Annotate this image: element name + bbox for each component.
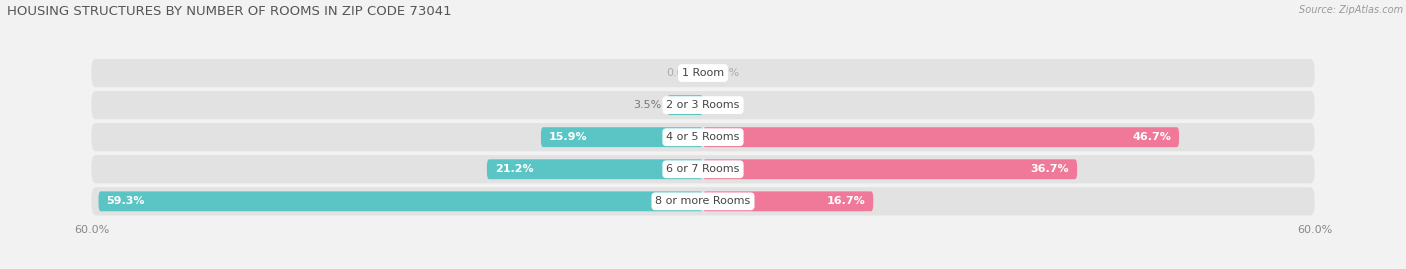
- FancyBboxPatch shape: [486, 159, 703, 179]
- Text: 21.2%: 21.2%: [495, 164, 534, 174]
- Text: Source: ZipAtlas.com: Source: ZipAtlas.com: [1299, 5, 1403, 15]
- Text: 15.9%: 15.9%: [550, 132, 588, 142]
- FancyBboxPatch shape: [91, 155, 1315, 183]
- Text: 4 or 5 Rooms: 4 or 5 Rooms: [666, 132, 740, 142]
- Text: 36.7%: 36.7%: [1031, 164, 1069, 174]
- FancyBboxPatch shape: [668, 95, 703, 115]
- FancyBboxPatch shape: [91, 91, 1315, 119]
- FancyBboxPatch shape: [541, 127, 703, 147]
- Text: 8 or more Rooms: 8 or more Rooms: [655, 196, 751, 206]
- Text: 3.5%: 3.5%: [633, 100, 661, 110]
- FancyBboxPatch shape: [91, 59, 1315, 87]
- FancyBboxPatch shape: [98, 192, 703, 211]
- Text: 0.0%: 0.0%: [711, 68, 740, 78]
- Text: 2 or 3 Rooms: 2 or 3 Rooms: [666, 100, 740, 110]
- Text: 16.7%: 16.7%: [827, 196, 865, 206]
- FancyBboxPatch shape: [91, 123, 1315, 151]
- FancyBboxPatch shape: [91, 187, 1315, 215]
- FancyBboxPatch shape: [703, 192, 873, 211]
- Text: 59.3%: 59.3%: [107, 196, 145, 206]
- FancyBboxPatch shape: [703, 159, 1077, 179]
- Text: 0.0%: 0.0%: [711, 100, 740, 110]
- Text: 46.7%: 46.7%: [1132, 132, 1171, 142]
- Text: HOUSING STRUCTURES BY NUMBER OF ROOMS IN ZIP CODE 73041: HOUSING STRUCTURES BY NUMBER OF ROOMS IN…: [7, 5, 451, 18]
- Text: 1 Room: 1 Room: [682, 68, 724, 78]
- Text: 0.0%: 0.0%: [666, 68, 695, 78]
- FancyBboxPatch shape: [703, 127, 1180, 147]
- Text: 6 or 7 Rooms: 6 or 7 Rooms: [666, 164, 740, 174]
